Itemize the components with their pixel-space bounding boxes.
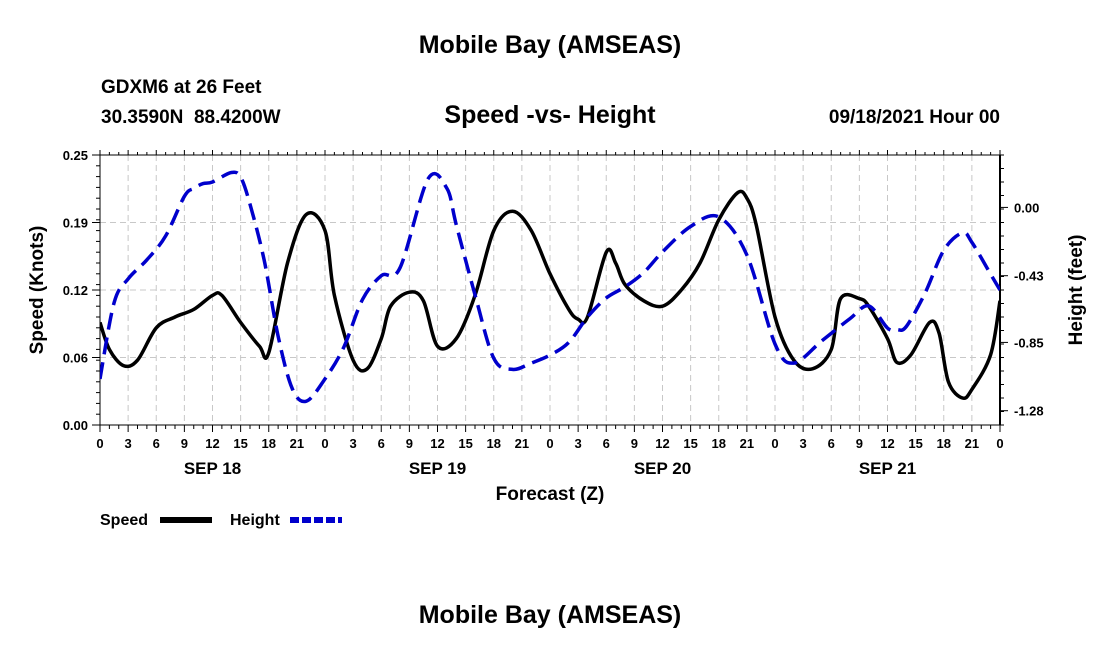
- x-tick-label: 12: [430, 436, 444, 451]
- x-tick-label: 21: [965, 436, 979, 451]
- legend-label-height: Height: [230, 512, 280, 529]
- x-tick-label: 3: [800, 436, 807, 451]
- x-tick-label: 21: [740, 436, 754, 451]
- x-tick-label: 12: [880, 436, 894, 451]
- chart-title: Speed -vs- Height: [444, 101, 656, 129]
- x-tick-label: 3: [350, 436, 357, 451]
- x-tick-label: 21: [290, 436, 304, 451]
- coordinates-label: 30.3590N 88.4200W: [101, 107, 281, 128]
- x-tick-label: 0: [96, 436, 103, 451]
- axis-labels: 0 3 6 9 12 15 18 21 0 3 6 9 12 15 18 21 0 3 6 9 12 15 18 21 0 3 6 9…: [27, 148, 1087, 505]
- y-tick-label: 0.12: [63, 283, 88, 298]
- x-tick-label: 9: [856, 436, 863, 451]
- y-axis-title: Speed (Knots): [27, 226, 48, 355]
- x-tick-label: 9: [181, 436, 188, 451]
- series-line-height: [100, 170, 1000, 404]
- x-tick-label: 6: [828, 436, 835, 451]
- x-tick-label: 6: [603, 436, 610, 451]
- axis-ticks: [92, 150, 1008, 432]
- x-tick-label: 18: [262, 436, 276, 451]
- x-tick-label: 21: [515, 436, 529, 451]
- x-tick-label: 15: [683, 436, 697, 451]
- chart-title-top: Mobile Bay (AMSEAS): [418, 31, 682, 59]
- x-tick-label: 12: [205, 436, 219, 451]
- x-tick-label: 3: [575, 436, 582, 451]
- y2-axis-title: Height (feet): [1066, 235, 1087, 346]
- x-axis-title: Forecast (Z): [496, 484, 605, 505]
- y2-tick-label: -0.43: [1014, 269, 1044, 284]
- chart-title-bottom: Mobile Bay (AMSEAS): [418, 601, 682, 629]
- x-tick-label: 0: [771, 436, 778, 451]
- x-tick-label: 15: [233, 436, 247, 451]
- x-tick-label: 0: [546, 436, 553, 451]
- x-tick-label: 18: [487, 436, 501, 451]
- x-tick-label: 9: [406, 436, 413, 451]
- x-tick-label: 6: [378, 436, 385, 451]
- x-tick-label: 18: [937, 436, 951, 451]
- series-layer: [100, 170, 1000, 404]
- x-tick-label: 0: [996, 436, 1003, 451]
- timestamp-label: 09/18/2021 Hour 00: [828, 107, 1000, 128]
- date-label: SEP 18: [184, 459, 241, 478]
- x-tick-label: 18: [712, 436, 726, 451]
- y-tick-label: 0.06: [63, 351, 88, 366]
- station-label: GDXM6 at 26 Feet: [101, 77, 262, 98]
- x-tick-label: 15: [458, 436, 472, 451]
- x-tick-label: 0: [321, 436, 328, 451]
- x-tick-label: 6: [153, 436, 160, 451]
- x-tick-label: 3: [125, 436, 132, 451]
- legend-label-speed: Speed: [100, 512, 148, 529]
- date-label: SEP 19: [409, 459, 466, 478]
- y2-tick-label: 0.00: [1014, 200, 1039, 215]
- grid-lines: [100, 155, 1000, 425]
- y2-tick-label: -1.28: [1014, 404, 1044, 419]
- y2-tick-label: -0.85: [1014, 335, 1044, 350]
- y-tick-label: 0.19: [63, 216, 88, 231]
- x-tick-label: 9: [631, 436, 638, 451]
- legend: Speed Height: [100, 512, 342, 529]
- x-tick-label: 15: [908, 436, 922, 451]
- x-tick-label: 12: [655, 436, 669, 451]
- date-label: SEP 21: [859, 459, 916, 478]
- date-label: SEP 20: [634, 459, 691, 478]
- y-tick-label: 0.00: [63, 418, 88, 433]
- y-tick-label: 0.25: [63, 148, 88, 163]
